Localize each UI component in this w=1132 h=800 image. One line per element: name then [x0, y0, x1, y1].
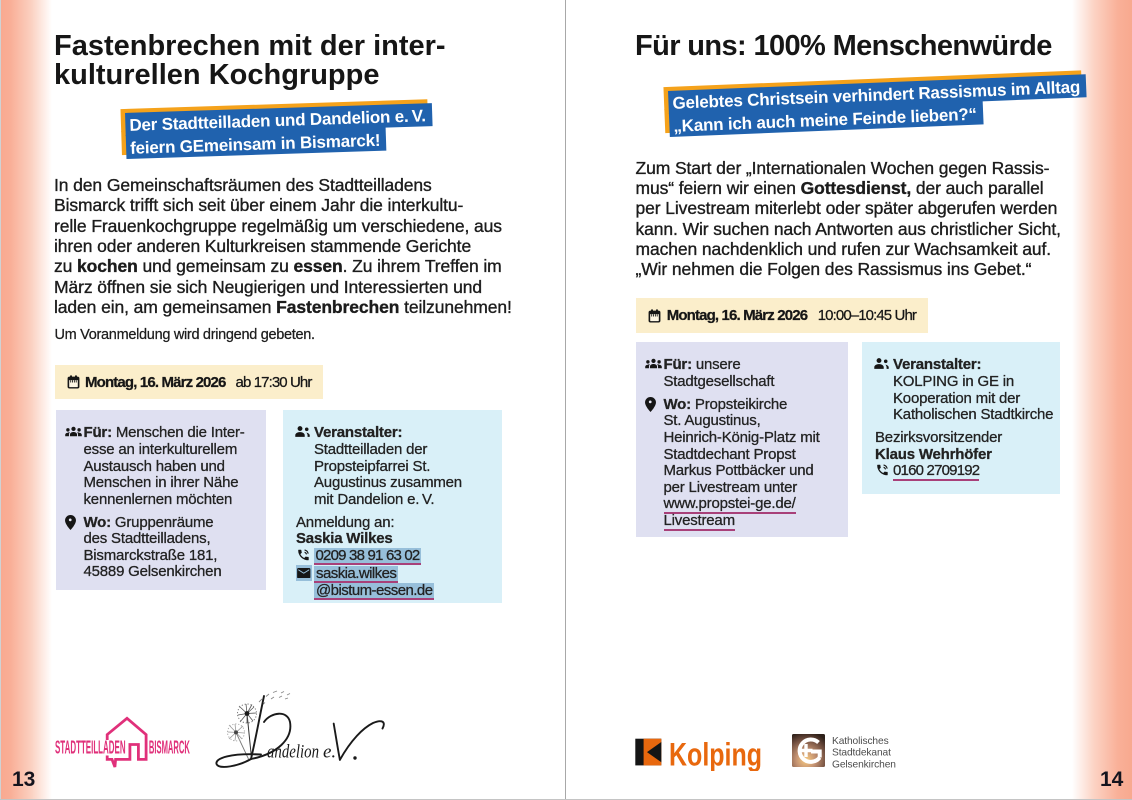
- svg-text:e.: e.: [323, 742, 336, 763]
- svg-text:Katholisches: Katholisches: [832, 736, 889, 747]
- svg-text:Gelsenkirchen: Gelsenkirchen: [832, 759, 896, 770]
- svg-text:andelion: andelion: [267, 742, 319, 763]
- svg-text:Stadtdekanat: Stadtdekanat: [832, 748, 891, 759]
- svg-text:STADTTEILLADEN: STADTTEILLADEN: [55, 738, 126, 758]
- svg-text:Kolping: Kolping: [669, 737, 762, 771]
- svg-text:BISMARCK: BISMARCK: [149, 738, 190, 758]
